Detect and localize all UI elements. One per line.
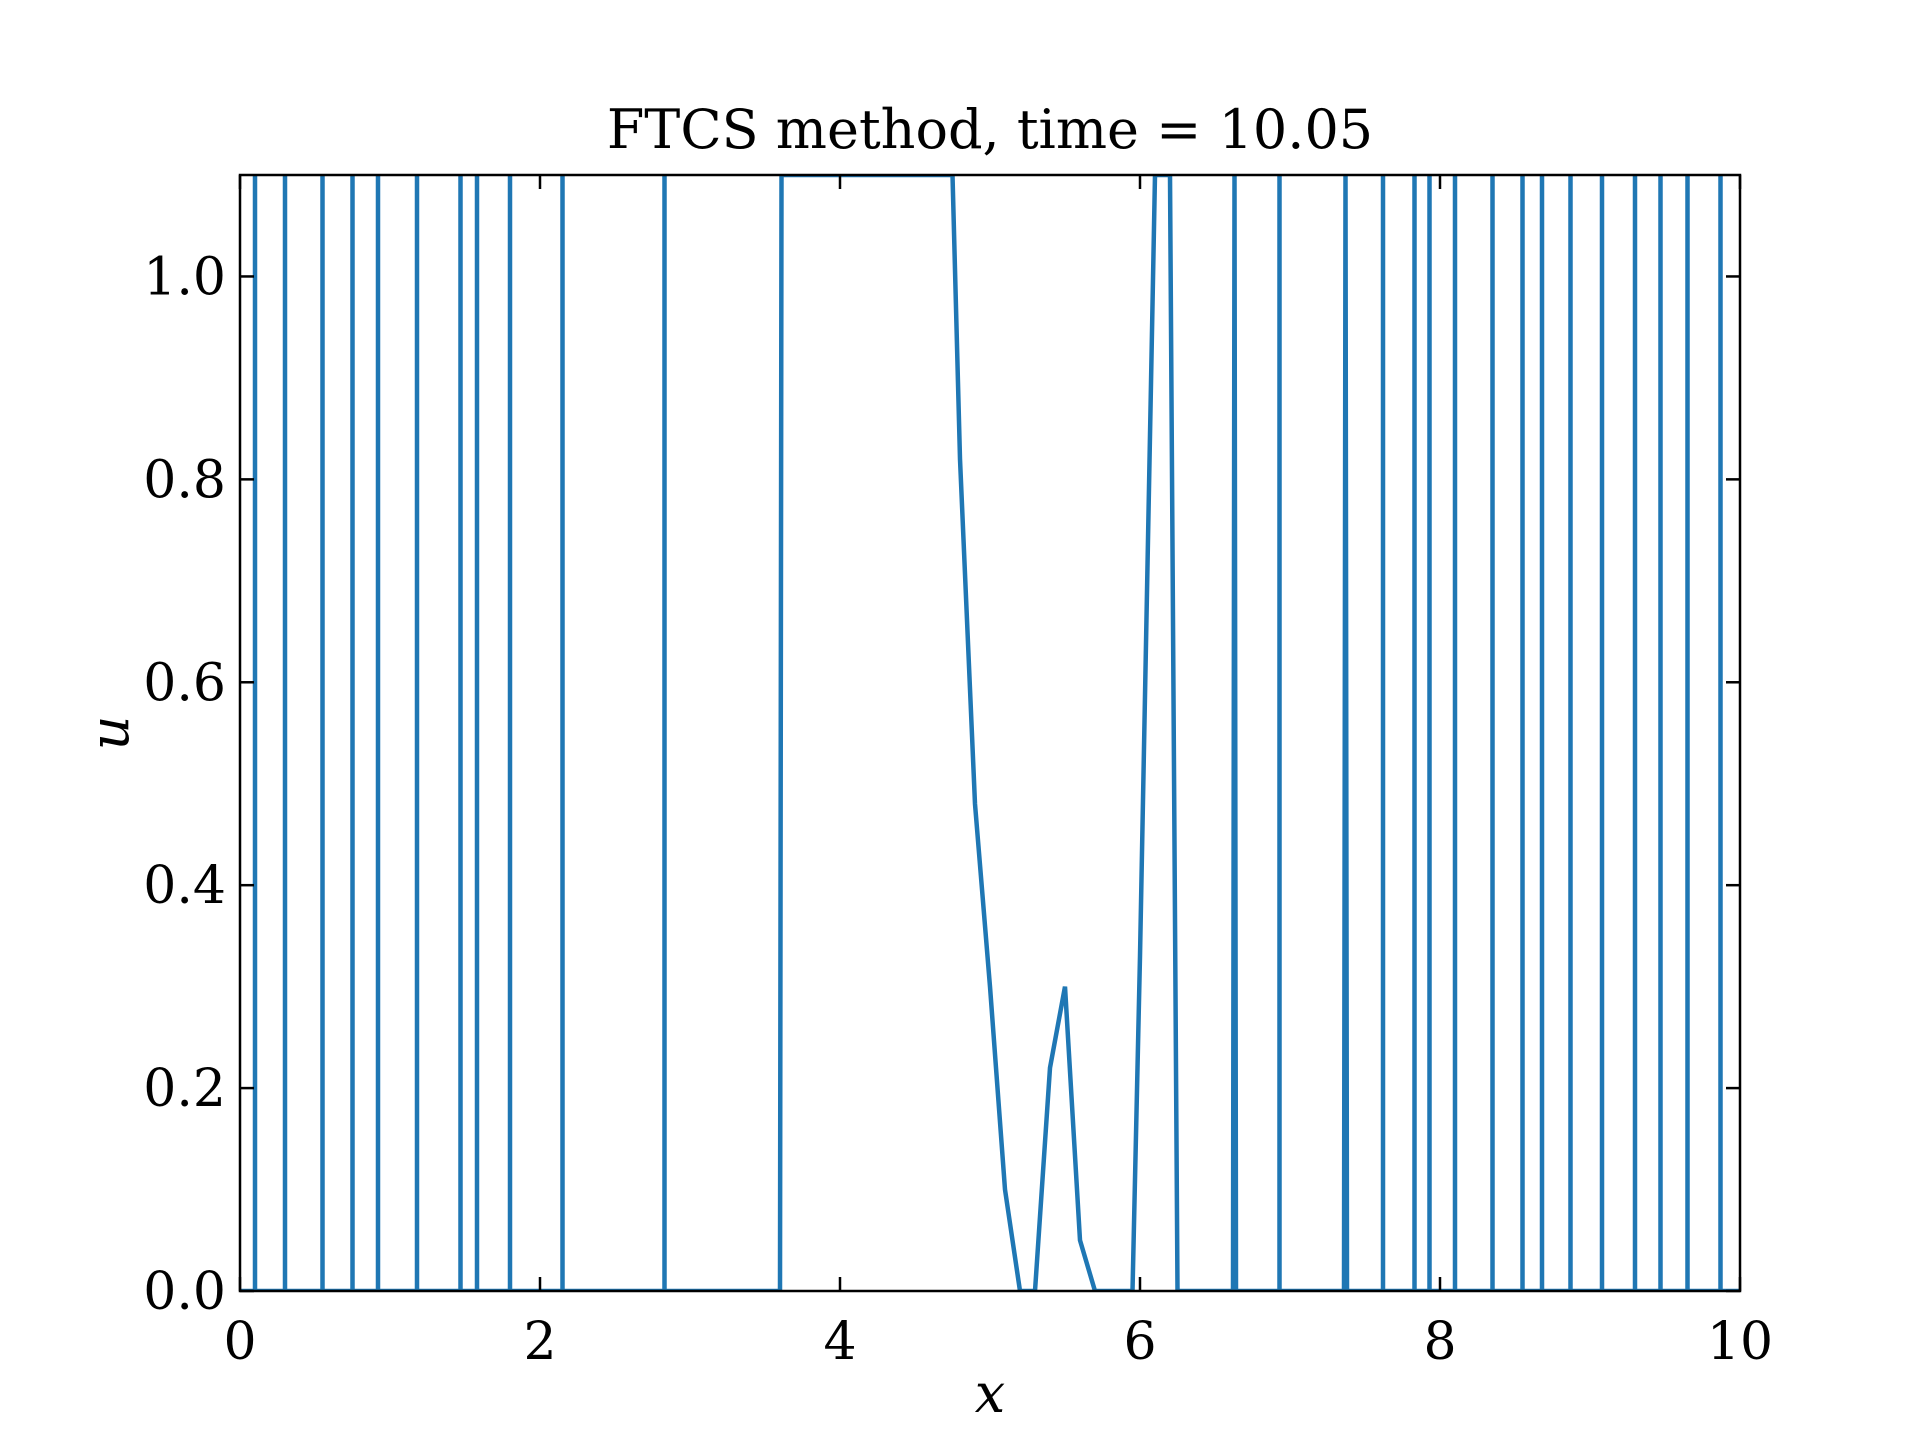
x-tick-label: 0 <box>223 1312 256 1372</box>
x-tick-label: 2 <box>523 1312 556 1372</box>
series-line-0 <box>240 175 1740 1291</box>
y-axis-title: u <box>78 716 141 751</box>
y-tick-label: 0.4 <box>143 856 226 916</box>
x-tick-label: 6 <box>1123 1312 1156 1372</box>
y-tick-label: 0.0 <box>143 1262 226 1322</box>
data-layer <box>240 175 1740 1291</box>
x-tick-label: 8 <box>1423 1312 1456 1372</box>
y-tick-label: 0.8 <box>143 450 226 510</box>
y-tick-label: 0.2 <box>143 1059 226 1119</box>
x-axis-title: x <box>975 1362 1005 1425</box>
chart-title: FTCS method, time = 10.05 <box>607 98 1373 161</box>
plot-frame <box>238 173 1742 1293</box>
tick-layer: 0 2 4 6 8 10 0.0 0.2 0.4 0.6 0.8 1.0 <box>143 175 1773 1372</box>
y-tick-label: 0.6 <box>143 653 226 713</box>
x-tick-label: 4 <box>823 1312 856 1372</box>
x-tick-label: 10 <box>1707 1312 1773 1372</box>
y-tick-label: 1.0 <box>143 247 226 307</box>
